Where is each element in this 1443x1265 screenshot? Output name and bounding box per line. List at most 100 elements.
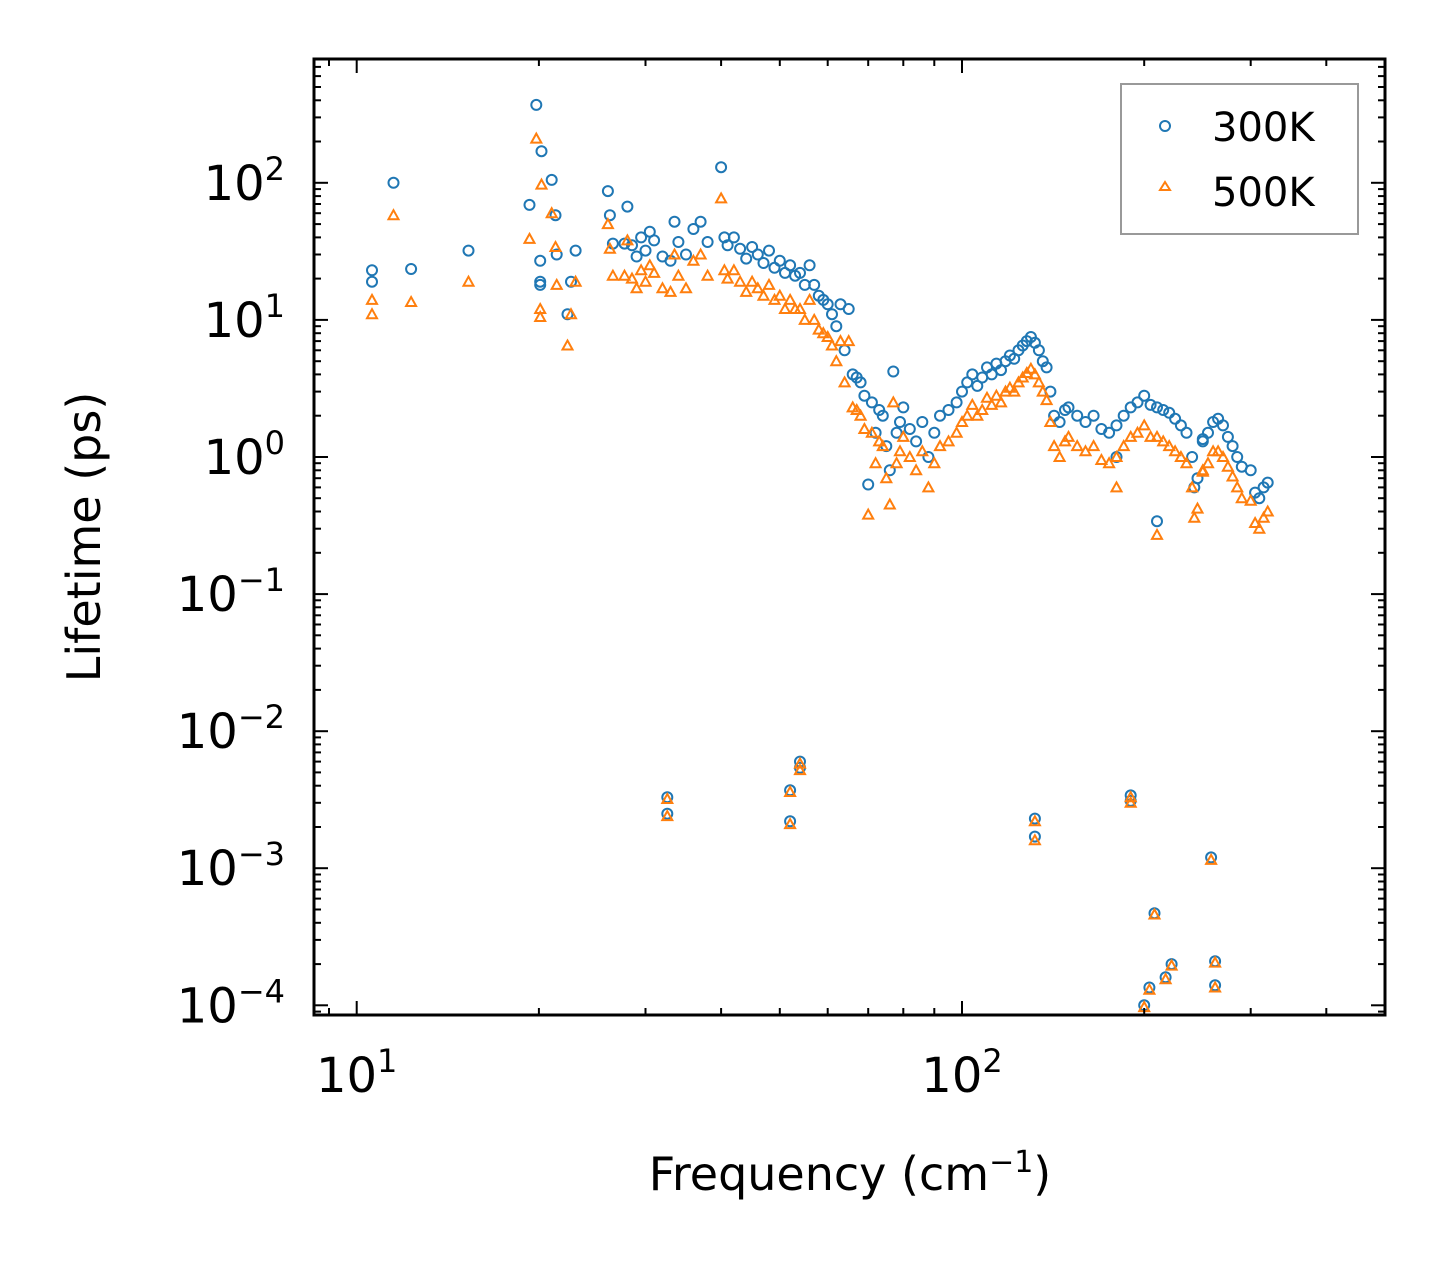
point-500k-114 (1102, 456, 1116, 469)
point-500k-41 (745, 274, 759, 287)
point-500k-84 (949, 425, 964, 438)
point-300k-1 (366, 275, 378, 288)
point-300k-137 (1226, 440, 1239, 453)
point-300k-12 (549, 209, 562, 222)
point-500k-31 (679, 281, 693, 294)
point-500k-150 (783, 817, 797, 830)
point-300k-149 (661, 807, 674, 820)
y-tick-label-5: 10−3 (177, 835, 285, 897)
point-500k-30 (671, 268, 686, 281)
point-300k-17 (601, 185, 614, 198)
point-500k-91 (985, 397, 999, 410)
point-300k-160 (1143, 981, 1156, 994)
point-500k-149 (783, 784, 797, 797)
point-500k-33 (693, 247, 708, 260)
point-500k-36 (717, 263, 732, 276)
point-300k-80 (916, 416, 929, 428)
point-300k-66 (858, 389, 871, 402)
point-500k-9 (533, 309, 547, 322)
point-500k-53 (807, 312, 821, 325)
point-300k-5 (523, 198, 536, 211)
point-500k-146 (1196, 463, 1210, 476)
point-500k-69 (872, 434, 886, 447)
point-500k-15 (568, 274, 583, 287)
point-500k-60 (837, 375, 852, 388)
point-500k-64 (853, 408, 868, 421)
point-500k-90 (980, 390, 994, 403)
point-300k-32 (680, 248, 692, 261)
point-500k-106 (1047, 439, 1061, 452)
point-500k-44 (762, 277, 776, 290)
point-500k-61 (842, 334, 856, 347)
point-500k-102 (1032, 375, 1046, 388)
point-500k-12 (550, 277, 564, 290)
point-500k-0 (365, 292, 379, 305)
point-500k-52 (802, 292, 817, 305)
point-300k-127 (1180, 426, 1193, 439)
point-500k-134 (1216, 449, 1230, 462)
point-500k-71 (879, 471, 893, 484)
legend-label-500k: 500K (1212, 170, 1316, 216)
point-500k-16 (601, 217, 615, 230)
point-500k-43 (756, 288, 771, 301)
point-300k-40 (734, 242, 747, 255)
point-300k-39 (727, 231, 740, 244)
point-500k-24 (638, 274, 653, 287)
point-500k-47 (778, 301, 792, 314)
point-500k-163 (1208, 955, 1222, 968)
point-500k-142 (1256, 510, 1271, 523)
point-500k-27 (655, 281, 670, 294)
point-300k-138 (1231, 451, 1244, 463)
point-500k-73 (886, 395, 900, 408)
y-tick-label-3: 10−1 (177, 561, 285, 623)
point-500k-77 (903, 449, 917, 462)
point-300k-36 (715, 161, 728, 174)
point-500k-151 (793, 756, 807, 769)
point-500k-133 (1211, 444, 1225, 457)
point-500k-147 (660, 791, 674, 804)
point-300k-117 (1117, 409, 1130, 422)
point-300k-105 (1040, 361, 1053, 374)
point-500k-79 (915, 444, 929, 457)
point-500k-116 (1117, 439, 1131, 452)
point-300k-25 (639, 244, 652, 257)
point-300k-155 (1028, 830, 1041, 843)
point-500k-68 (868, 456, 883, 469)
point-500k-37 (720, 271, 735, 284)
point-500k-35 (714, 191, 728, 204)
point-300k-49 (784, 259, 797, 272)
point-300k-108 (1053, 416, 1066, 428)
point-300k-4 (462, 244, 475, 257)
x-axis-title-exponent: −1 (989, 1145, 1033, 1180)
point-300k-147 (1196, 433, 1209, 446)
point-500k-152 (793, 763, 807, 776)
point-500k-136 (1225, 469, 1240, 482)
point-500k-51 (798, 312, 812, 325)
point-300k-115 (1103, 426, 1116, 439)
point-500k-104 (1039, 393, 1054, 406)
point-500k-156 (1124, 795, 1138, 808)
point-500k-145 (1109, 480, 1124, 493)
point-300k-122 (1151, 401, 1163, 414)
point-300k-51 (794, 266, 806, 279)
legend-label-300k: 300K (1212, 105, 1316, 151)
point-300k-110 (1062, 401, 1075, 414)
point-500k-3 (404, 294, 418, 307)
point-300k-31 (672, 236, 685, 248)
legend-marker-300k (1159, 120, 1171, 132)
point-300k-84 (942, 404, 955, 416)
point-300k-86 (956, 385, 968, 398)
point-500k-20 (620, 233, 635, 246)
point-300k-44 (757, 257, 770, 269)
point-500k-63 (850, 402, 864, 415)
point-300k-85 (950, 396, 963, 409)
point-500k-58 (829, 354, 843, 367)
point-300k-10 (534, 278, 547, 291)
point-300k-7 (535, 145, 548, 158)
point-500k-86 (960, 408, 974, 421)
point-300k-126 (1174, 419, 1187, 432)
point-300k-41 (740, 252, 753, 265)
point-500k-143 (1261, 504, 1275, 517)
point-500k-78 (909, 463, 923, 476)
point-300k-11 (545, 173, 558, 186)
